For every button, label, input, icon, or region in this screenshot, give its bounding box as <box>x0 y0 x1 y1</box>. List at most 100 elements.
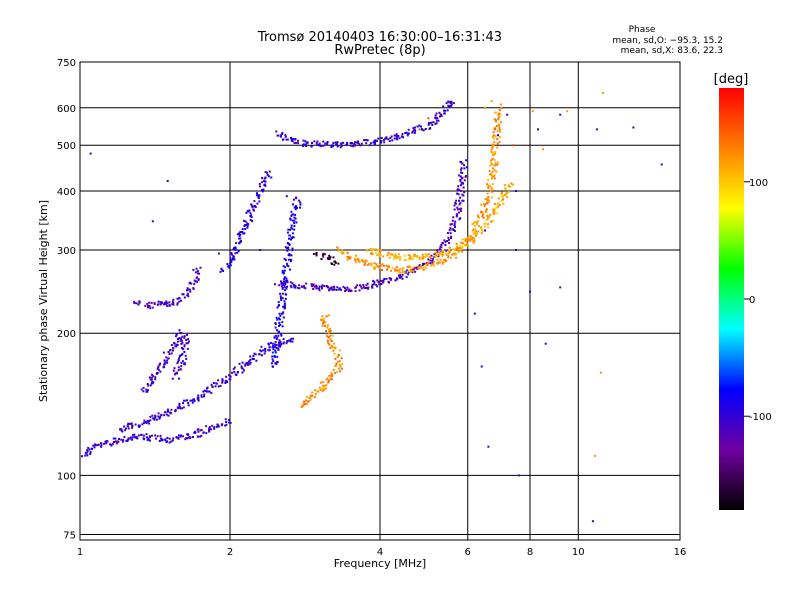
echo-point <box>365 284 368 287</box>
echo-point <box>244 364 247 367</box>
echo-point <box>157 368 160 371</box>
echo-point <box>340 142 343 145</box>
echo-point <box>276 336 279 339</box>
echo-point <box>131 438 134 441</box>
echo-point <box>437 255 440 258</box>
echo-point <box>258 353 261 356</box>
echo-point <box>294 138 297 140</box>
echo-point <box>487 223 490 226</box>
echo-point <box>424 128 427 130</box>
echo-point <box>471 223 474 225</box>
echo-point <box>279 297 282 299</box>
echo-point <box>286 249 289 252</box>
echo-point <box>463 191 466 194</box>
echo-point <box>274 334 277 337</box>
x-tick-label: 10 <box>572 547 585 558</box>
echo-point <box>235 374 238 376</box>
echo-point <box>372 141 375 144</box>
echo-point <box>492 213 495 216</box>
echo-point <box>474 231 477 234</box>
echo-point <box>448 250 451 253</box>
echo-point <box>197 428 200 431</box>
phase-stats-x: mean, sd,X: 83.6, 22.3 <box>621 46 723 56</box>
echo-point <box>487 226 490 229</box>
echo-point <box>344 290 346 293</box>
echo-point <box>346 142 349 145</box>
echo-point <box>86 454 89 457</box>
echo-point <box>490 148 493 151</box>
echo-point <box>356 284 359 287</box>
echo-point <box>245 223 248 226</box>
echo-point <box>338 367 340 370</box>
echo-point <box>203 393 206 396</box>
echo-point <box>274 283 276 286</box>
echo-point <box>446 109 449 112</box>
echo-point <box>350 142 353 145</box>
echo-point <box>430 263 433 266</box>
echo-point <box>368 144 371 147</box>
echo-point <box>208 390 211 393</box>
echo-point <box>200 434 203 437</box>
echo-point <box>309 398 312 401</box>
echo-point <box>435 117 438 120</box>
echo-point <box>157 300 160 303</box>
echo-point <box>487 196 490 199</box>
echo-point <box>459 175 462 178</box>
echo-point <box>302 139 305 142</box>
echo-point <box>147 389 149 392</box>
echo-point <box>318 142 321 145</box>
echo-point <box>322 253 324 256</box>
echo-point <box>480 226 483 229</box>
echo-point <box>465 166 468 169</box>
echo-point <box>448 229 451 232</box>
echo-point <box>341 251 344 254</box>
echo-point <box>495 170 497 173</box>
echo-point <box>460 207 463 210</box>
echo-point <box>318 287 320 290</box>
echo-point <box>148 435 151 438</box>
echo-point <box>349 142 352 145</box>
echo-point <box>463 164 466 167</box>
echo-point <box>183 399 185 402</box>
echo-point <box>143 419 146 422</box>
echo-point <box>178 300 181 303</box>
echo-point <box>215 382 218 385</box>
echo-point <box>287 258 290 261</box>
echo-point <box>305 399 308 402</box>
echo-point <box>371 285 373 288</box>
echo-point <box>105 440 108 443</box>
echo-point <box>326 340 329 343</box>
echo-point <box>283 304 286 307</box>
echo-point <box>229 378 232 381</box>
echo-point <box>261 181 264 184</box>
echo-point <box>274 326 277 329</box>
echo-point <box>282 271 285 274</box>
echo-point <box>127 427 130 430</box>
echo-point <box>256 192 258 195</box>
echo-point <box>441 261 444 264</box>
echo-point <box>566 110 569 113</box>
echo-point <box>431 258 434 261</box>
echo-point <box>457 174 460 177</box>
echo-point <box>122 439 125 441</box>
echo-point <box>381 263 384 266</box>
echo-point <box>238 237 241 240</box>
echo-point <box>156 435 159 438</box>
echo-point <box>448 101 451 104</box>
echo-point <box>246 222 249 225</box>
echo-point <box>379 254 382 257</box>
echo-point <box>251 357 254 360</box>
echo-point <box>285 342 288 345</box>
echo-point <box>492 219 495 222</box>
echo-point <box>260 345 263 348</box>
echo-point <box>441 254 444 257</box>
echo-point <box>279 314 282 317</box>
echo-point <box>177 407 179 410</box>
echo-point <box>305 395 308 398</box>
echo-point <box>329 256 332 259</box>
echo-point <box>120 429 123 432</box>
echo-point <box>427 258 430 261</box>
echo-point <box>375 263 378 266</box>
echo-point <box>445 253 448 256</box>
echo-point <box>163 414 166 417</box>
